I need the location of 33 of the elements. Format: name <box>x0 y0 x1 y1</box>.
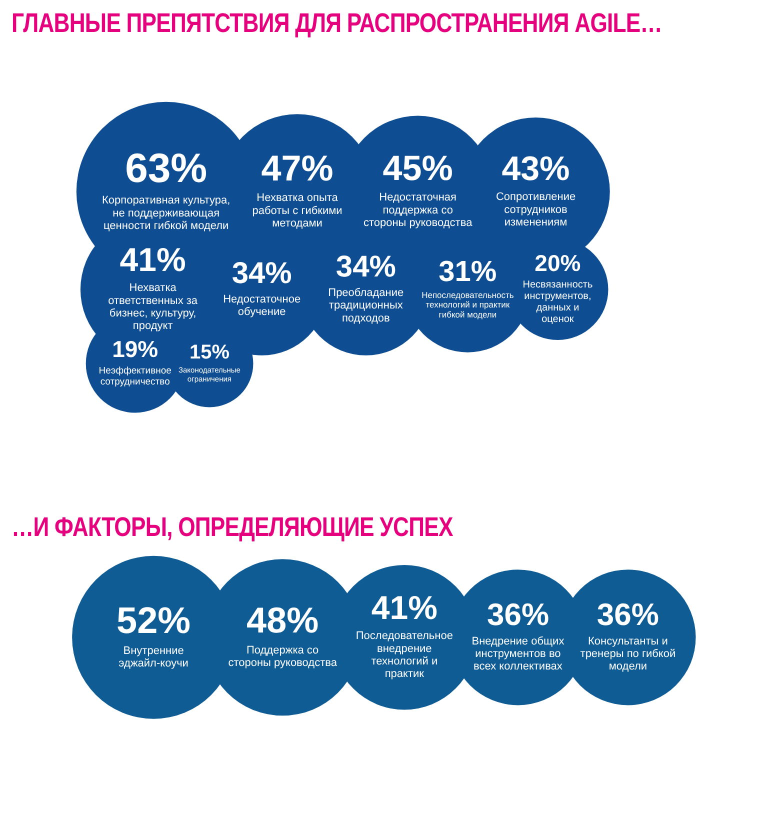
data-label: 41% <box>371 589 438 626</box>
text: ГЛАВНЫЕ ПРЕПЯТСТВИЯ ДЛЯ РАСПРОСТРАНЕНИЯ AGILE… <box>10 7 662 40</box>
category-label: Недостаточное обучение <box>223 293 301 318</box>
category-label: Сопротивление сотрудников изменениям <box>496 191 576 228</box>
text: …И ФАКТОРЫ, ОПРЕДЕЛЯЮЩИЕ УСПЕХ <box>10 511 454 544</box>
data-label: 36% <box>596 596 659 632</box>
category-label: Поддержка со стороны руководства <box>228 644 338 669</box>
category-label: Несвязанность инструментов, данных и оценок <box>522 280 593 326</box>
data-label: 34% <box>232 257 292 290</box>
data-label: 47% <box>261 148 334 189</box>
category-label: Нехватка опыта работы с гибкими методами <box>252 192 342 230</box>
data-label: 41% <box>120 241 186 278</box>
category-label: Последовательное внедрение технологий и практик <box>356 630 453 680</box>
data-label: 43% <box>502 150 570 188</box>
data-label: 45% <box>382 149 453 188</box>
category-label: Нехватка ответственных за бизнес, культуру, продукт <box>108 282 198 332</box>
data-label: 19% <box>112 336 158 362</box>
category-label: Непоследовательность технологий и практик гибкой модели <box>422 290 514 320</box>
data-label: 15% <box>189 341 230 364</box>
category-label: Недостаточная поддержка со стороны руководства <box>363 192 474 229</box>
data-label: 20% <box>534 250 581 276</box>
data-label: 31% <box>438 256 497 288</box>
category-label: Неэффективное сотрудничество <box>98 365 172 388</box>
category-label: Корпоративная культура, не поддерживающая ценности гибкой модели <box>102 194 230 232</box>
data-label: 48% <box>246 600 319 641</box>
data-label: 36% <box>486 596 549 632</box>
data-label: 63% <box>125 144 208 191</box>
category-label: Преобладание традиционных подходов <box>328 287 404 324</box>
category-label: Внедрение общих инструментов во всех коллективах <box>472 635 565 673</box>
category-label: Внутренние эджайл-коучи <box>118 644 188 670</box>
data-label: 34% <box>336 250 396 284</box>
category-label: Консультанты и тренеры по гибкой модели <box>580 635 676 673</box>
data-label: 52% <box>116 600 191 641</box>
